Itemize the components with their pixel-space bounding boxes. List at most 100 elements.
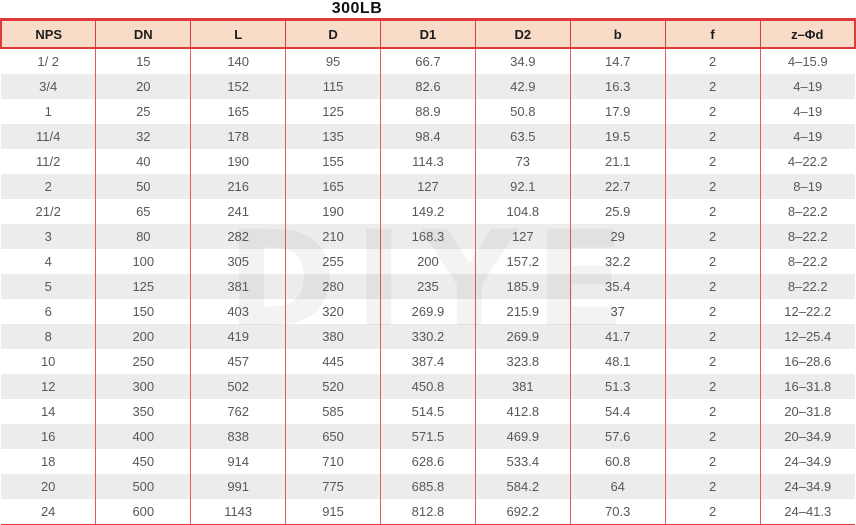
table-cell: 16–28.6 [759,349,855,374]
table-cell: 20 [95,74,192,99]
table-row: 1 25 165 125 88.9 50.8 17.9 2 4–19 [1,99,855,124]
table-cell: 3/4 [1,74,97,99]
table-cell: 692.2 [474,499,571,525]
table-cell: 200 [380,249,476,274]
table-cell: 20–34.9 [759,424,855,449]
table-cell: 210 [285,224,381,249]
table-header: NPS DN L D D1 D2 b f z–Φd [0,18,856,49]
table-cell: 17.9 [569,99,666,124]
table-cell: 24 [1,499,97,525]
table-cell: 2 [664,149,761,174]
table-cell: 165 [285,174,381,199]
table-cell: 323.8 [474,349,571,374]
table-row: 11/2 40 190 155 114.3 73 21.1 2 4–22.2 [1,149,855,174]
table-cell: 92.1 [474,174,571,199]
column-header: D1 [380,18,476,49]
table-cell: 685.8 [380,474,476,499]
table-cell: 20–31.8 [759,399,855,424]
table-row: 3/4 20 152 115 82.6 42.9 16.3 2 4–19 [1,74,855,99]
table-cell: 2 [664,424,761,449]
table-row: 10 250 457 445 387.4 323.8 48.1 2 16–28.6 [1,349,855,374]
table-cell: 24–34.9 [759,449,855,474]
table-cell: 140 [190,48,287,74]
table-cell: 2 [664,249,761,274]
table-cell: 66.7 [380,48,476,74]
table-cell: 241 [190,199,287,224]
table-cell: 300 [95,374,192,399]
table-cell: 115 [285,74,381,99]
table-cell: 135 [285,124,381,149]
table-cell: 12–25.4 [759,324,855,349]
table-cell: 34.9 [474,48,571,74]
table-cell: 4 [1,249,97,274]
table-row: 8 200 419 380 330.2 269.9 41.7 2 12–25.4 [1,324,855,349]
table-cell: 320 [285,299,381,324]
table-cell: 381 [474,374,571,399]
table-cell: 127 [380,174,476,199]
table-cell: 42.9 [474,74,571,99]
table-cell: 250 [95,349,192,374]
table-cell: 584.2 [474,474,571,499]
column-header: b [569,18,666,49]
table-cell: 40 [95,149,192,174]
table-title: 300LB [331,0,383,17]
table-cell: 6 [1,299,97,324]
table-cell: 185.9 [474,274,571,299]
table-cell: 178 [190,124,287,149]
table-cell: 403 [190,299,287,324]
table-cell: 190 [190,149,287,174]
table-cell: 419 [190,324,287,349]
table-cell: 350 [95,399,192,424]
table-cell: 585 [285,399,381,424]
table-cell: 2 [664,74,761,99]
table-cell: 457 [190,349,287,374]
table-cell: 628.6 [380,449,476,474]
table-cell: 21.1 [569,149,666,174]
table-cell: 14.7 [569,48,666,74]
table-cell: 8–22.2 [759,224,855,249]
table-cell: 1/ 2 [1,48,97,74]
table-cell: 190 [285,199,381,224]
column-header: D [285,18,381,49]
table-cell: 48.1 [569,349,666,374]
table-cell: 280 [285,274,381,299]
table-cell: 2 [664,299,761,324]
table-cell: 269.9 [474,324,571,349]
table-cell: 3 [1,224,97,249]
table-cell: 57.6 [569,424,666,449]
table-cell: 10 [1,349,97,374]
table-row: 6 150 403 320 269.9 215.9 37 2 12–22.2 [1,299,855,324]
table-cell: 2 [664,199,761,224]
table-cell: 762 [190,399,287,424]
table-cell: 2 [664,274,761,299]
table-cell: 11/4 [1,124,97,149]
table-cell: 915 [285,499,381,525]
table-row: 21/2 65 241 190 149.2 104.8 25.9 2 8–22.2 [1,199,855,224]
table-cell: 125 [95,274,192,299]
column-header: f [664,18,761,49]
table-cell: 51.3 [569,374,666,399]
header-row: NPS DN L D D1 D2 b f z–Φd [0,18,856,49]
table-cell: 991 [190,474,287,499]
table-cell: 600 [95,499,192,525]
table-cell: 2 [664,474,761,499]
table-cell: 330.2 [380,324,476,349]
table-cell: 150 [95,299,192,324]
table-cell: 8 [1,324,97,349]
table-cell: 152 [190,74,287,99]
table-cell: 41.7 [569,324,666,349]
table-row: 5 125 381 280 235 185.9 35.4 2 8–22.2 [1,274,855,299]
table-row: 24 600 1143 915 812.8 692.2 70.3 2 24–41.3 [1,499,855,525]
table-cell: 70.3 [569,499,666,525]
table-cell: 445 [285,349,381,374]
column-header: D2 [474,18,571,49]
table-cell: 65 [95,199,192,224]
table-cell: 533.4 [474,449,571,474]
table-cell: 149.2 [380,199,476,224]
table-cell: 19.5 [569,124,666,149]
table-cell: 520 [285,374,381,399]
table-cell: 8–19 [759,174,855,199]
table-cell: 16.3 [569,74,666,99]
table-cell: 25 [95,99,192,124]
table-cell: 215.9 [474,299,571,324]
